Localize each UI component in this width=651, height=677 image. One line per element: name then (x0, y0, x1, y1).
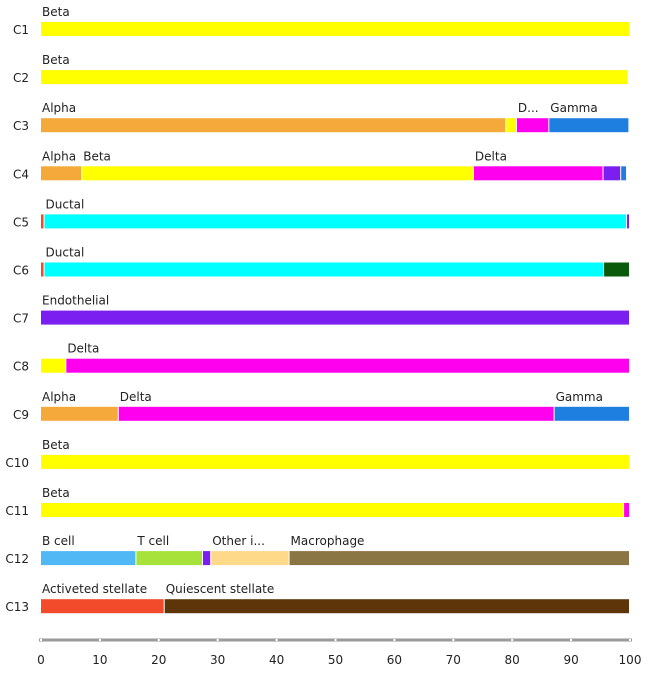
row-label: C2 (13, 71, 29, 85)
row-label: C7 (13, 312, 29, 326)
segment-label: Quiescent stellate (166, 582, 275, 596)
chart-row-c13: C13 Activeted stellate Quiescent stellate (5, 582, 629, 614)
row-label: C6 (13, 264, 29, 278)
chart-row-c9: C9 Alpha Delta Gamma (13, 390, 629, 422)
segment-label: Delta (120, 390, 152, 404)
bar-segment (41, 166, 82, 181)
chart-row-c10: C10 Beta (5, 438, 629, 470)
x-tick-label: 70 (446, 653, 461, 667)
segment-label: Alpha (42, 149, 76, 163)
bar-segment (506, 118, 516, 133)
row-label: C13 (5, 600, 29, 614)
segment-label: Ductal (46, 197, 85, 211)
bar-segment (41, 358, 66, 373)
segment-label: Alpha (42, 101, 76, 115)
x-tick-label: 40 (269, 653, 284, 667)
bar-segment (604, 262, 629, 277)
segment-label: Activeted stellate (42, 582, 147, 596)
x-tick-label: 0 (37, 653, 45, 667)
row-label: C8 (13, 360, 29, 374)
x-tick-label: 30 (210, 653, 225, 667)
bar-segment (136, 551, 202, 566)
segment-label: D... (518, 101, 539, 115)
segment-label: Gamma (556, 390, 603, 404)
segment-label: Delta (67, 342, 99, 356)
x-axis: 0 10 20 30 40 50 60 70 80 90 100 (37, 638, 641, 667)
segment-label: Delta (475, 149, 507, 163)
segment-label: Ductal (46, 246, 85, 260)
bar-segment (211, 551, 289, 566)
bar-segment (164, 599, 629, 614)
bar-segment (41, 214, 44, 229)
bar-segment (66, 358, 629, 373)
x-tick-label: 60 (387, 653, 402, 667)
chart-row-c5: C5 Ductal (13, 197, 629, 229)
chart-row-c2: C2 Beta (13, 53, 628, 85)
row-label: C3 (13, 119, 29, 133)
segment-label: Beta (42, 486, 70, 500)
x-tick-label: 80 (505, 653, 520, 667)
bar-segment (82, 166, 473, 181)
chart-row-c12: C12 B cell T cell Other i... Macrophage (5, 534, 629, 566)
bar-segment (41, 599, 164, 614)
row-label: C1 (13, 23, 29, 37)
x-tick-label: 90 (563, 653, 578, 667)
segment-label: Endothelial (42, 294, 109, 308)
bar-segment (289, 551, 629, 566)
x-tick-label: 10 (92, 653, 107, 667)
row-label: C9 (13, 408, 29, 422)
chart-row-c8: C8 Delta (13, 342, 629, 374)
chart-row-c7: C7 Endothelial (13, 294, 629, 326)
segment-label: Gamma (550, 101, 597, 115)
rows-layer: C1 Beta C2 Beta C3 Alpha D... Gamma C4 Alpha Beta D… (5, 5, 629, 614)
bar-segment (627, 214, 629, 229)
bar-segment (473, 166, 603, 181)
x-tick-label: 50 (328, 653, 343, 667)
segment-label: Beta (42, 53, 70, 67)
bar-segment (41, 310, 629, 325)
bar-segment (41, 70, 628, 85)
segment-label: Alpha (42, 390, 76, 404)
bar-segment (41, 454, 629, 469)
bar-segment (549, 118, 629, 133)
bar-segment (603, 166, 621, 181)
bar-segment (41, 262, 44, 277)
segment-label: Beta (42, 438, 70, 452)
bar-segment (41, 551, 136, 566)
x-axis-ticks: 0 10 20 30 40 50 60 70 80 90 100 (37, 639, 641, 667)
chart-row-c1: C1 Beta (13, 5, 629, 37)
segment-label: B cell (42, 534, 75, 548)
bar-segment (516, 118, 549, 133)
segment-label: Macrophage (291, 534, 365, 548)
x-tick-label: 100 (619, 653, 642, 667)
bar-segment (41, 22, 629, 36)
segment-label: Beta (42, 5, 70, 19)
bar-segment (554, 406, 629, 421)
row-label: C10 (5, 456, 29, 470)
chart-row-c4: C4 Alpha Beta Delta (13, 149, 627, 181)
x-tick-label: 20 (151, 653, 166, 667)
bar-segment (41, 118, 506, 133)
chart-row-c11: C11 Beta (5, 486, 629, 518)
bar-segment (44, 262, 604, 277)
row-label: C5 (13, 215, 29, 229)
bar-segment (118, 406, 554, 421)
row-label: C11 (5, 504, 29, 518)
bar-segment (41, 406, 118, 421)
bar-segment (202, 551, 211, 566)
bar-segment (624, 503, 629, 517)
bar-segment (44, 214, 627, 229)
bar-segment (41, 503, 624, 517)
row-label: C12 (5, 552, 29, 566)
segment-label: Other i... (212, 534, 265, 548)
segment-label: Beta (83, 149, 111, 163)
chart-row-c6: C6 Ductal (13, 246, 629, 278)
bar-segment (621, 166, 627, 181)
row-label: C4 (13, 167, 29, 181)
segment-label: T cell (136, 534, 169, 548)
chart-row-c3: C3 Alpha D... Gamma (13, 101, 629, 133)
